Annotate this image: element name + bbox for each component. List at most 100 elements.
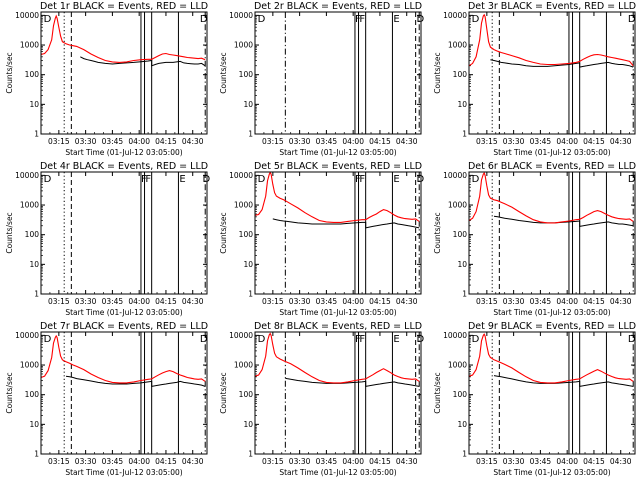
x-tick-label: 04:15 (155, 137, 177, 146)
y-tick-label: 1 (34, 290, 39, 299)
x-tick-label: 03:15 (262, 137, 284, 146)
panel-title: Det 9r BLACK = Events, RED = LLD (468, 321, 636, 332)
plot-frame (468, 11, 636, 135)
plot-frame (40, 331, 208, 455)
x-tick-label: 03:15 (476, 297, 498, 306)
y-tick-label: 100 (239, 70, 254, 79)
events-series-line (272, 218, 420, 229)
lld-series-line (254, 171, 420, 223)
events-series-line (490, 59, 634, 68)
x-tick-label: 03:45 (530, 297, 552, 306)
x-tick-label: 03:45 (316, 137, 338, 146)
panel-det-5: Det 5r BLACK = Events, RED = LLD Counts/s… (219, 161, 425, 317)
events-series-line (285, 377, 420, 387)
x-tick-label: 04:15 (583, 297, 605, 306)
events-series-line (65, 375, 206, 387)
x-tick-label: 04:00 (342, 457, 364, 466)
y-tick-label: 1000 (448, 41, 467, 50)
y-axis-label: Counts/sec (219, 212, 228, 253)
events-series-line (493, 215, 634, 227)
y-tick-label: 100 (239, 390, 254, 399)
x-axis-label: Start Time (01-Jul-12 03:05:00) (65, 308, 182, 317)
x-tick-label: 04:15 (155, 297, 177, 306)
y-tick-label: 10000 (443, 11, 467, 20)
flag-label: F (355, 174, 361, 185)
x-tick-label: 04:15 (155, 457, 177, 466)
x-axis-label: Start Time (01-Jul-12 03:05:00) (493, 148, 610, 157)
x-tick-label: 04:00 (556, 297, 578, 306)
y-tick-label: 10000 (15, 11, 39, 20)
x-tick-label: 04:30 (610, 297, 632, 306)
x-tick-label: 03:15 (48, 297, 70, 306)
x-tick-label: 04:00 (342, 137, 364, 146)
flag-label: D (628, 14, 636, 25)
y-tick-label: 100 (453, 390, 468, 399)
y-axis-label: Counts/sec (219, 372, 228, 413)
events-series-line (80, 56, 206, 67)
flag-label: F (359, 334, 365, 345)
y-tick-label: 100 (453, 230, 468, 239)
events-series-line (493, 375, 634, 387)
y-tick-label: 1 (248, 130, 253, 139)
panel-det-2: Det 2r BLACK = Events, RED = LLD Counts/s… (219, 1, 425, 157)
y-tick-label: 1000 (448, 201, 467, 210)
x-tick-label: 04:30 (610, 457, 632, 466)
x-axis-label: Start Time (01-Jul-12 03:05:00) (493, 308, 610, 317)
flag-label: D (258, 14, 266, 25)
panel-det-6: Det 6r BLACK = Events, RED = LLD Counts/s… (433, 161, 636, 317)
y-axis-label: Counts/sec (433, 52, 442, 93)
x-tick-label: 04:30 (182, 457, 204, 466)
x-tick-label: 03:15 (476, 137, 498, 146)
x-tick-label: 04:30 (396, 137, 418, 146)
x-axis-label: Start Time (01-Jul-12 03:05:00) (65, 148, 182, 157)
lld-series-line (468, 171, 634, 224)
x-tick-label: 03:30 (289, 457, 311, 466)
flag-label: F (359, 174, 365, 185)
panel-det-1: Det 1r BLACK = Events, RED = LLD Counts/s… (5, 1, 208, 157)
lld-series-line (254, 332, 420, 384)
x-tick-label: 03:30 (503, 297, 525, 306)
x-tick-label: 03:45 (102, 297, 124, 306)
lld-series-line (40, 334, 206, 384)
lld-series-line (40, 14, 206, 63)
x-tick-label: 03:15 (48, 137, 70, 146)
x-axis-label: Start Time (01-Jul-12 03:05:00) (65, 468, 182, 477)
y-tick-label: 1 (248, 450, 253, 459)
panel-det-3: Det 3r BLACK = Events, RED = LLD Counts/s… (433, 1, 636, 157)
x-tick-label: 04:00 (128, 297, 150, 306)
x-tick-label: 04:30 (396, 457, 418, 466)
flag-label: F (145, 174, 151, 185)
x-tick-label: 03:30 (75, 457, 97, 466)
x-tick-label: 04:15 (583, 457, 605, 466)
y-tick-label: 1 (462, 130, 467, 139)
y-tick-label: 10 (457, 260, 467, 269)
y-tick-label: 100 (25, 390, 40, 399)
panel-det-8: Det 8r BLACK = Events, RED = LLD Counts/s… (219, 321, 425, 477)
panel-det-9: Det 9r BLACK = Events, RED = LLD Counts/s… (433, 321, 636, 477)
panel-det-4: Det 4r BLACK = Events, RED = LLD Counts/s… (5, 161, 211, 317)
y-tick-label: 10000 (229, 11, 253, 20)
x-tick-label: 04:00 (128, 137, 150, 146)
flag-label: E (393, 14, 399, 25)
flag-label: D (44, 334, 52, 345)
y-tick-label: 10 (457, 100, 467, 109)
panel-title: Det 3r BLACK = Events, RED = LLD (468, 1, 636, 12)
plot-frame (40, 11, 208, 135)
x-tick-label: 04:00 (128, 457, 150, 466)
y-tick-label: 1 (462, 450, 467, 459)
plot-frame (254, 11, 422, 135)
x-tick-label: 04:15 (369, 137, 391, 146)
y-tick-label: 100 (25, 70, 40, 79)
y-tick-label: 1000 (20, 201, 39, 210)
flag-label: F (355, 14, 361, 25)
plot-frame (254, 331, 422, 455)
flag-label: D (628, 174, 636, 185)
y-axis-label: Counts/sec (433, 212, 442, 253)
y-tick-label: 10000 (229, 331, 253, 340)
x-axis-label: Start Time (01-Jul-12 03:05:00) (279, 468, 396, 477)
x-tick-label: 03:30 (289, 137, 311, 146)
flag-label: D (472, 334, 480, 345)
x-tick-label: 04:00 (556, 457, 578, 466)
x-tick-label: 03:30 (503, 137, 525, 146)
